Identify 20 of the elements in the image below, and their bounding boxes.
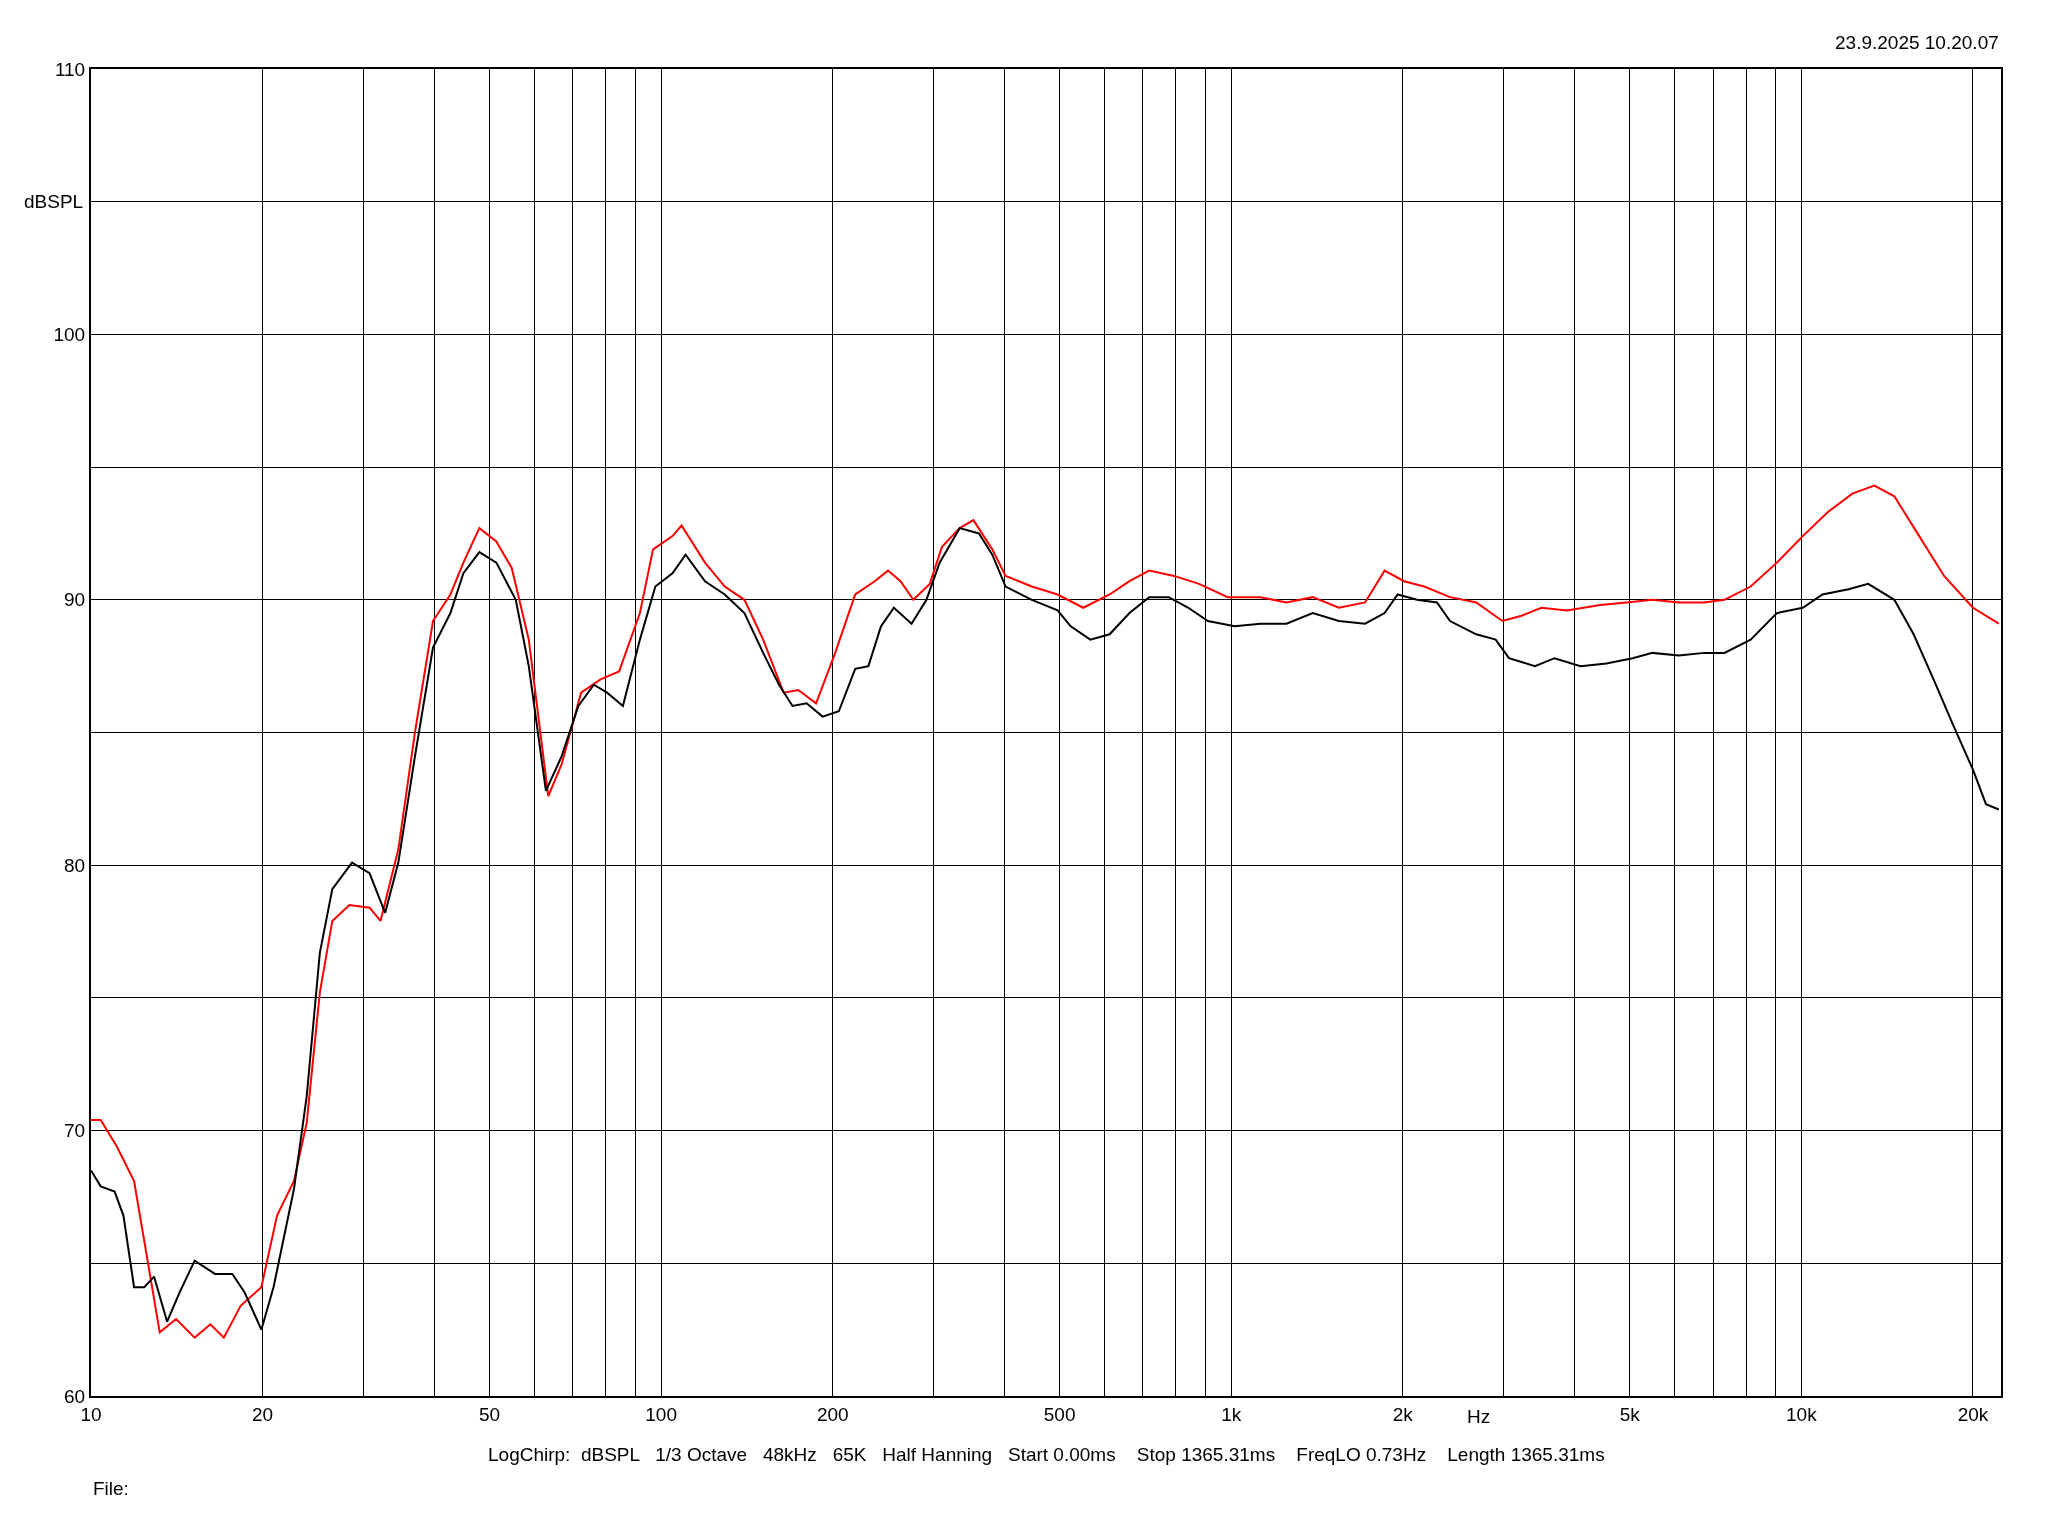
y-axis-title: dBSPL bbox=[24, 191, 84, 212]
y-tick-label: 110 bbox=[54, 58, 86, 80]
y-tick-label: 100 bbox=[53, 324, 86, 346]
y-tick-label: 70 bbox=[64, 1120, 86, 1142]
x-tick-label: 1k bbox=[1221, 1403, 1242, 1425]
x-tick-label: 500 bbox=[1043, 1403, 1076, 1425]
x-axis-title: Hz bbox=[1467, 1406, 1491, 1427]
x-tick-label: 20k bbox=[1957, 1403, 1989, 1425]
y-tick-label: 90 bbox=[64, 589, 86, 611]
x-tick-label: 20 bbox=[252, 1403, 274, 1425]
x-tick-label: 2k bbox=[1392, 1403, 1414, 1425]
x-tick-label: 50 bbox=[478, 1403, 501, 1425]
x-tick-label: 200 bbox=[816, 1403, 849, 1425]
x-tick-label: 5k bbox=[1619, 1403, 1641, 1425]
text: 23.9.2025 10.20.07 bbox=[1835, 32, 1999, 53]
x-tick-label: 10k bbox=[1786, 1403, 1818, 1425]
x-tick-label: 100 bbox=[645, 1403, 677, 1425]
y-tick-label: 80 bbox=[64, 854, 86, 876]
text: LogChirp: dBSPL 1/3 Octave 48kHz 65K Half Hanning Start 0.00ms Stop 1365.31ms FreqLO 0.73Hz Length 1365.31ms bbox=[488, 1444, 1605, 1465]
text: File: bbox=[93, 1478, 129, 1499]
